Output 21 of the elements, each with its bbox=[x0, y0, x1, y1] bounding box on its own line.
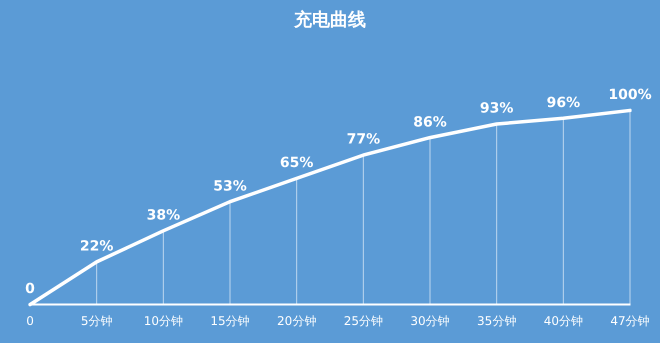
x-tick-label: 15分钟 bbox=[210, 314, 250, 328]
x-tick-label: 5分钟 bbox=[80, 314, 112, 328]
data-label: 0 bbox=[25, 281, 36, 298]
data-label: 53% bbox=[213, 178, 247, 194]
chart-title: 充电曲线 bbox=[293, 9, 366, 30]
x-tick-label: 47分钟 bbox=[610, 314, 650, 328]
data-label: 65% bbox=[280, 155, 314, 172]
data-label: 93% bbox=[480, 100, 514, 117]
x-tick-label: 0 bbox=[26, 314, 34, 328]
x-tick-label: 20分钟 bbox=[277, 314, 316, 328]
x-tick-label: 40分钟 bbox=[544, 314, 583, 328]
x-tick-label: 25分钟 bbox=[344, 314, 383, 328]
data-label: 77% bbox=[346, 132, 380, 148]
data-label: 22% bbox=[80, 238, 114, 255]
x-tick-label: 30分钟 bbox=[410, 314, 450, 328]
data-label: 86% bbox=[413, 114, 447, 130]
x-tick-label: 10分钟 bbox=[144, 314, 183, 328]
data-label: 100% bbox=[608, 87, 652, 104]
data-label: 38% bbox=[146, 207, 180, 224]
data-label: 96% bbox=[546, 94, 580, 111]
x-tick-label: 35分钟 bbox=[477, 314, 516, 328]
